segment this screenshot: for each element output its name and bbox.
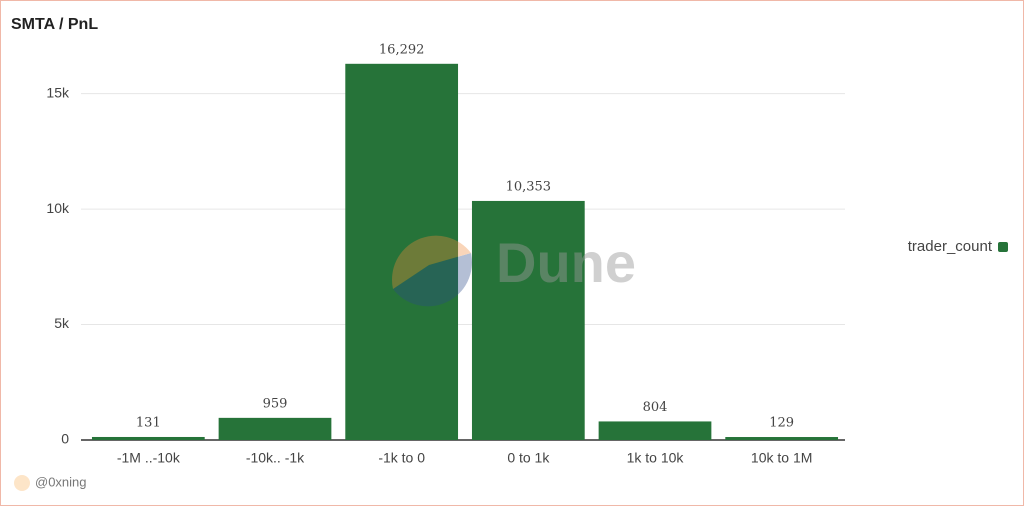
x-tick-label: -1M ..-10k (117, 450, 181, 466)
legend-label: trader_count (908, 238, 993, 255)
legend-swatch (998, 242, 1008, 252)
bar (471, 200, 585, 440)
credit: @0xning (35, 474, 87, 489)
bar (725, 437, 839, 440)
x-tick-label: 0 to 1k (507, 450, 550, 466)
y-tick-label: 15k (46, 84, 70, 100)
x-tick-label: -10k.. -1k (246, 450, 305, 466)
data-label: 804 (643, 400, 668, 415)
data-label: 131 (136, 415, 161, 430)
data-label: 10,353 (506, 179, 552, 194)
x-tick-label: -1k to 0 (378, 450, 425, 466)
credit-icon (14, 475, 30, 491)
watermark-logo (391, 235, 473, 307)
y-tick-label: 5k (54, 315, 70, 331)
x-tick-label: 1k to 10k (627, 450, 685, 466)
data-label: 959 (263, 396, 288, 411)
y-tick-label: 10k (46, 200, 70, 216)
plot-area: 0 5k 10k 15k -1M ..-10k -10k.. -1k -1k to 0 0 t… (46, 42, 1008, 466)
chart-title: SMTA / PnL (11, 16, 98, 33)
watermark: Dune (496, 231, 636, 294)
bar (345, 63, 459, 440)
bar (218, 417, 332, 440)
x-tick-label: 10k to 1M (751, 450, 812, 466)
bar (598, 421, 712, 440)
data-label: 129 (769, 416, 794, 431)
data-label: 16,292 (379, 42, 425, 57)
y-tick-label: 0 (61, 431, 69, 447)
bar (91, 436, 205, 440)
